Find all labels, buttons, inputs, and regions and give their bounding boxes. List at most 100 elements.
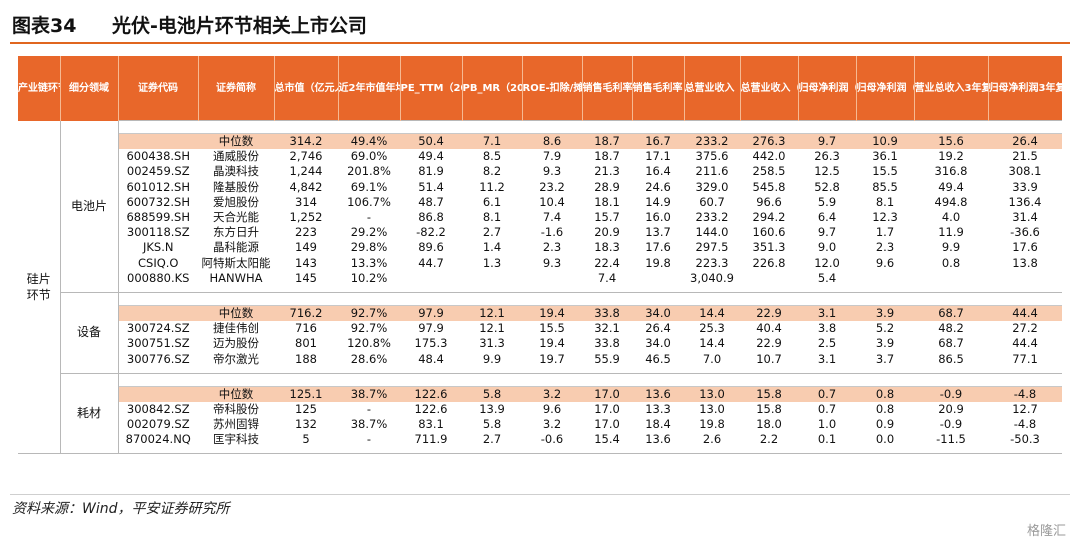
data-cell: 7.4 (597, 270, 617, 285)
median-cell: -0.9 (914, 385, 988, 402)
chain-cell: 硅片环节 (18, 120, 61, 455)
data-cell: 17.6 (645, 240, 671, 255)
data-cell: 122.6 (414, 401, 448, 416)
data-cell: 0.1 (817, 432, 837, 447)
table-row: 002079.SZ 苏州固锝 132 38.7% 83.1 5.8 3.2 17.0 18.4 1… (18, 417, 1062, 432)
data-cell: 9.3 (542, 164, 562, 179)
security-name: 东方日升 (213, 225, 259, 240)
data-cell: 12.0 (814, 255, 840, 270)
data-cell: 48.7 (418, 194, 444, 209)
data-cell: 60.7 (699, 194, 725, 209)
data-cell: -82.2 (416, 225, 446, 240)
data-cell: 132 (295, 417, 317, 432)
median-cell: 17.0 (582, 385, 632, 402)
median-cell: 14.4 (684, 304, 740, 322)
data-cell (914, 271, 988, 286)
median-cell: 49.4% (338, 133, 400, 150)
column-header: ROE-扣除/摊薄（%，2020A） (522, 56, 583, 121)
security-name: 匡宇科技 (213, 432, 259, 447)
median-cell: 34.0 (632, 304, 684, 322)
data-cell: 4.0 (941, 210, 961, 225)
median-cell: 13.6 (632, 385, 684, 402)
figure-title-bar: 图表34 光伏-电池片环节相关上市公司 (10, 8, 1070, 44)
column-header: 归母净利润3年复合年均增长率（%，截至2020年） (988, 56, 1062, 121)
data-cell: 21.5 (1012, 149, 1038, 164)
data-cell: 3.9 (875, 336, 895, 351)
data-cell (988, 271, 1062, 286)
data-cell: 223 (295, 225, 317, 240)
data-cell: 22.4 (594, 255, 620, 270)
data-cell: 8.1 (875, 194, 895, 209)
column-header: 归母净利润（亿元，2019A） (798, 56, 857, 121)
data-cell: 40.4 (756, 321, 782, 336)
data-cell: - (366, 401, 372, 416)
data-cell: 8.2 (482, 164, 502, 179)
data-cell: 31.4 (1012, 210, 1038, 225)
data-cell: 16.0 (645, 210, 671, 225)
data-cell: 29.8% (350, 240, 388, 255)
median-label: 中位数 (198, 304, 274, 322)
security-code: 300724.SZ (126, 321, 190, 336)
security-code: 600732.SH (126, 194, 190, 209)
median-cell: 92.7% (338, 304, 400, 322)
data-cell: 442.0 (752, 149, 786, 164)
data-cell: 13.7 (645, 225, 671, 240)
security-name: 帝科股份 (213, 401, 259, 416)
data-cell: 16.4 (645, 164, 671, 179)
data-cell: 711.9 (414, 432, 448, 447)
table-row: 300776.SZ 帝尔激光 188 28.6% 48.4 9.9 19.7 55.9 46.5… (18, 351, 1062, 366)
security-code: 300776.SZ (126, 351, 190, 366)
data-cell: - (366, 432, 372, 447)
security-name: 隆基股份 (213, 179, 259, 194)
data-cell: 0.8 (941, 255, 961, 270)
median-cell: 5.8 (462, 385, 522, 402)
median-cell: 15.6 (914, 133, 988, 150)
median-cell: 22.9 (740, 304, 798, 322)
data-cell: 226.8 (752, 255, 786, 270)
data-cell: 18.7 (594, 149, 620, 164)
segment-cell: 设备 (59, 292, 119, 374)
data-cell: 12.7 (1012, 401, 1038, 416)
data-cell: 308.1 (1008, 164, 1042, 179)
data-cell: 136.4 (1008, 194, 1042, 209)
data-cell: 25.3 (699, 321, 725, 336)
data-cell: 15.7 (594, 210, 620, 225)
data-cell: 36.1 (872, 149, 898, 164)
data-cell: 19.8 (645, 255, 671, 270)
data-cell: 49.4 (938, 179, 964, 194)
column-header: 销售毛利率（%，2020A） (632, 56, 685, 121)
figure-title: 光伏-电池片环节相关上市公司 (112, 15, 367, 37)
median-row: 中位数 716.2 92.7% 97.9 12.1 19.4 33.8 34.0 14.4 22.… (18, 304, 1062, 322)
data-cell: 46.5 (645, 351, 671, 366)
data-cell: 26.4 (645, 321, 671, 336)
data-cell: 5.2 (875, 321, 895, 336)
table-row: 300118.SZ 东方日升 223 29.2% -82.2 2.7 -1.6 20.9 13.… (18, 225, 1062, 240)
data-cell: 18.4 (645, 417, 671, 432)
data-cell: 14.4 (699, 336, 725, 351)
data-cell: 6.4 (817, 210, 837, 225)
median-cell: 13.0 (684, 385, 740, 402)
data-cell: 34.0 (645, 336, 671, 351)
data-cell: 1.0 (817, 417, 837, 432)
table-row: CSIQ.O 阿特斯太阳能 143 13.3% 44.7 1.3 9.3 22.4 19.8 22… (18, 256, 1062, 271)
data-cell: 5.9 (817, 194, 837, 209)
median-cell: 18.7 (582, 133, 632, 150)
data-cell: 314 (295, 194, 317, 209)
data-cell: 32.1 (594, 321, 620, 336)
data-cell: 1.7 (875, 225, 895, 240)
data-cell: 14.9 (645, 194, 671, 209)
source-note: 资料来源：Wind，平安证券研究所 (12, 501, 230, 517)
security-name: HANWHA (209, 270, 263, 285)
data-cell: 13.9 (479, 401, 505, 416)
data-cell: 10.2% (350, 270, 388, 285)
data-cell: 2.3 (875, 240, 895, 255)
data-cell: 18.0 (756, 417, 782, 432)
data-cell: 329.0 (695, 179, 729, 194)
data-cell: -0.6 (540, 432, 564, 447)
data-cell: 175.3 (414, 336, 448, 351)
security-code: CSIQ.O (138, 255, 179, 270)
data-cell: 160.6 (752, 225, 786, 240)
data-cell: 9.6 (542, 401, 562, 416)
data-cell: 3.8 (817, 321, 837, 336)
data-cell: 9.0 (817, 240, 837, 255)
